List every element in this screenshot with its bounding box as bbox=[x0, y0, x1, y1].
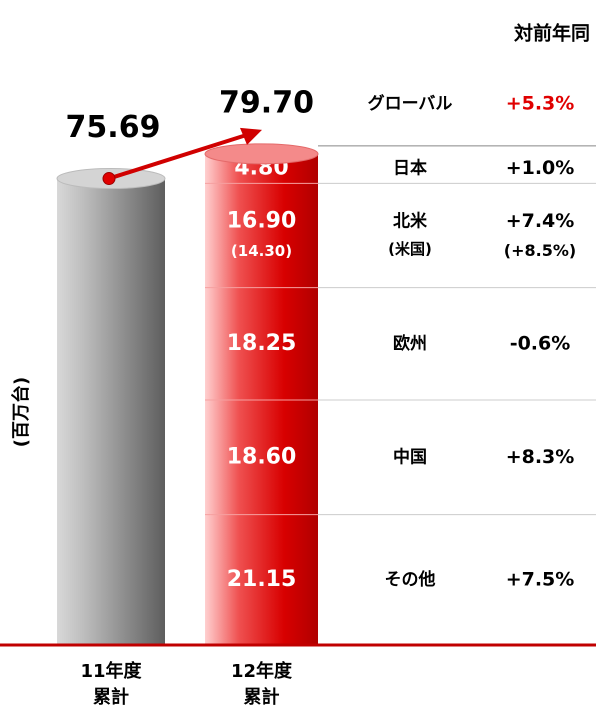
bar-top bbox=[204, 143, 319, 165]
arrow bbox=[108, 131, 251, 181]
arrow-head bbox=[240, 127, 262, 145]
growth-label: +8.3% bbox=[506, 446, 575, 468]
bar-segment bbox=[205, 287, 318, 401]
region-name: 日本 bbox=[393, 158, 427, 179]
total-label: 79.70 bbox=[219, 85, 314, 120]
growth-label: +1.0% bbox=[506, 157, 575, 179]
x-tick-label: 11年度 bbox=[80, 660, 142, 682]
segment-value-label: 21.15 bbox=[227, 567, 297, 592]
x-tick-label: 累計 bbox=[244, 686, 280, 708]
sub-region-name: (米国) bbox=[388, 240, 432, 258]
global-name: グローバル bbox=[368, 93, 453, 114]
global-growth: +5.3% bbox=[506, 92, 575, 114]
x-tick-label: 12年度 bbox=[231, 660, 293, 682]
x-tick-label: 累計 bbox=[93, 686, 129, 708]
bar-segment bbox=[205, 183, 318, 288]
sub-value-label: (14.30) bbox=[231, 242, 292, 260]
region-name: 中国 bbox=[393, 446, 427, 467]
arrow-dot bbox=[102, 172, 116, 186]
segment-value-label: 18.60 bbox=[227, 444, 297, 469]
region-name: 欧州 bbox=[393, 333, 427, 354]
total-label: 75.69 bbox=[66, 110, 161, 145]
segment-value-label: 16.90 bbox=[227, 209, 297, 234]
bar-segment bbox=[205, 400, 318, 515]
sub-growth-label: (+8.5%) bbox=[504, 241, 576, 260]
growth-label: -0.6% bbox=[510, 332, 571, 354]
y-axis-label: (百万台) bbox=[10, 377, 32, 447]
bar-segment bbox=[205, 514, 318, 645]
region-name: 北米 bbox=[393, 211, 428, 232]
growth-label: +7.4% bbox=[506, 210, 575, 232]
bar bbox=[57, 178, 165, 646]
growth-label: +7.5% bbox=[506, 568, 575, 590]
region-name: その他 bbox=[385, 569, 436, 590]
segment-value-label: 18.25 bbox=[227, 331, 297, 356]
chart-title: 対前年同 bbox=[513, 22, 590, 45]
